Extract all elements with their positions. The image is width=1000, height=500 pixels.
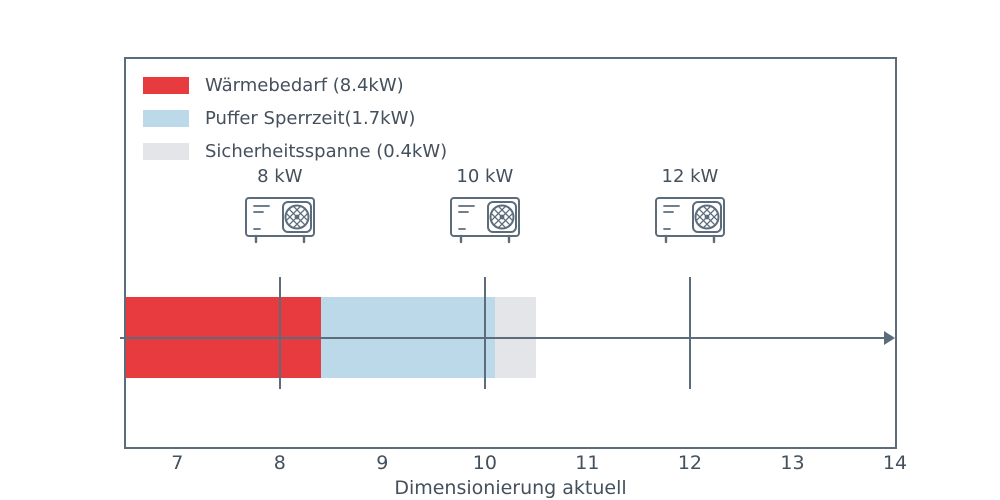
markers: 8 kW 10 kW [126, 59, 895, 447]
legend-label-waermebedarf: Wärmebedarf (8.4kW) [205, 75, 404, 96]
plot-area: 8 kW 10 kW [120, 57, 897, 449]
legend-label-puffer-sperrzeit: Puffer Sperrzeit(1.7kW) [205, 108, 416, 129]
legend-swatch-sicherheitsspanne [143, 143, 189, 160]
x-tick-13: 13 [780, 452, 805, 474]
x-tick-9: 9 [376, 452, 389, 474]
x-tick-10: 10 [472, 452, 497, 474]
legend-swatch-waermebedarf [143, 77, 189, 94]
marker-line-10kw [483, 277, 486, 389]
legend-item-sicherheitsspanne: Sicherheitsspanne (0.4kW) [143, 139, 447, 164]
marker-label-10kw: 10 kW [456, 166, 514, 187]
marker-line-12kw [688, 277, 691, 389]
x-tick-11: 11 [575, 452, 600, 474]
heat-pump-icon [244, 197, 315, 244]
arrow-right-icon [884, 331, 895, 345]
legend-item-waermebedarf: Wärmebedarf (8.4kW) [143, 73, 447, 98]
legend: Wärmebedarf (8.4kW) Puffer Sperrzeit(1.7k… [143, 73, 447, 164]
x-tick-8: 8 [273, 452, 286, 474]
x-tick-7: 7 [171, 452, 184, 474]
heat-pump-icon [449, 197, 520, 244]
marker-label-12kw: 12 kW [661, 166, 719, 187]
legend-item-puffer-sperrzeit: Puffer Sperrzeit(1.7kW) [143, 106, 447, 131]
x-tick-12: 12 [677, 452, 703, 474]
legend-label-sicherheitsspanne: Sicherheitsspanne (0.4kW) [205, 141, 448, 162]
marker-line-8kw [278, 277, 281, 389]
x-axis-label: Dimensionierung aktuell [394, 477, 627, 499]
legend-swatch-puffer-sperrzeit [143, 110, 189, 127]
x-tick-14: 14 [882, 452, 908, 474]
x-axis-arrow-line [120, 337, 885, 339]
marker-label-8kw: 8 kW [257, 166, 303, 187]
x-ticks: 7 8 9 10 11 12 13 14 [126, 452, 907, 478]
heat-pump-icon [654, 197, 725, 244]
